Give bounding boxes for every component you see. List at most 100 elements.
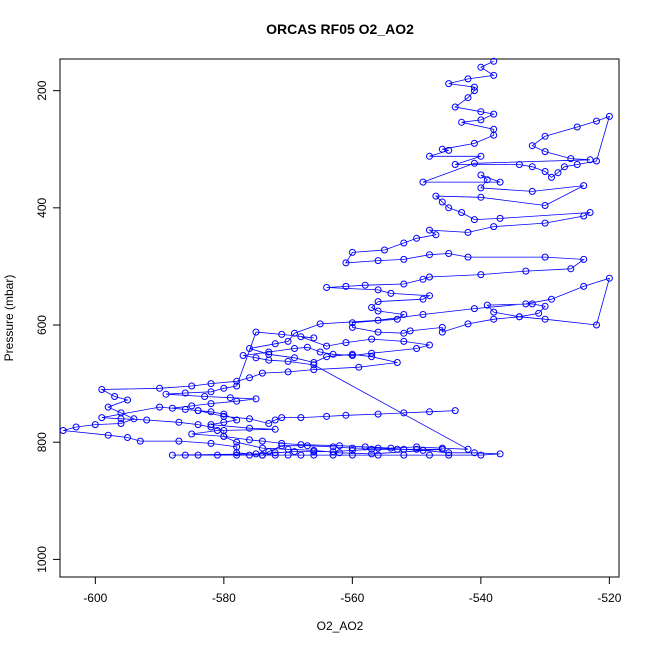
data-point bbox=[233, 397, 241, 405]
data-point bbox=[246, 451, 253, 459]
data-point bbox=[348, 451, 356, 459]
data-point bbox=[207, 439, 215, 447]
data-point bbox=[310, 359, 318, 366]
x-tick-label: -600 bbox=[83, 591, 107, 605]
data-point bbox=[265, 448, 273, 456]
data-point bbox=[59, 427, 67, 434]
data-point bbox=[207, 421, 215, 429]
data-point bbox=[490, 315, 498, 323]
data-point bbox=[310, 361, 318, 369]
data-point bbox=[400, 329, 408, 337]
data-point bbox=[593, 321, 600, 329]
data-point bbox=[310, 451, 318, 459]
data-point bbox=[400, 409, 408, 417]
data-point bbox=[329, 443, 337, 451]
data-point bbox=[91, 421, 99, 429]
data-point bbox=[374, 444, 382, 452]
data-point bbox=[220, 432, 228, 440]
data-point bbox=[490, 57, 498, 65]
series-line bbox=[63, 60, 611, 456]
plot-area bbox=[59, 57, 613, 459]
data-point bbox=[278, 414, 286, 422]
data-point bbox=[426, 408, 433, 416]
data-point bbox=[323, 353, 331, 361]
data-point bbox=[233, 451, 241, 459]
data-point bbox=[239, 352, 247, 359]
data-point bbox=[490, 131, 498, 139]
data-point bbox=[419, 275, 427, 283]
data-point bbox=[310, 366, 318, 374]
data-point bbox=[207, 388, 215, 396]
data-point bbox=[490, 223, 498, 231]
data-point bbox=[271, 416, 279, 424]
data-point bbox=[541, 302, 549, 310]
data-point bbox=[400, 451, 408, 459]
data-point bbox=[541, 202, 549, 209]
data-point bbox=[168, 404, 176, 412]
data-point bbox=[310, 446, 318, 454]
data-point bbox=[400, 255, 408, 263]
data-point bbox=[284, 357, 292, 365]
data-point bbox=[188, 430, 196, 438]
data-point bbox=[124, 434, 131, 441]
data-point bbox=[535, 309, 543, 317]
data-point bbox=[348, 323, 356, 331]
data-point bbox=[413, 445, 421, 453]
data-point bbox=[483, 176, 491, 184]
data-point bbox=[605, 274, 613, 282]
data-point bbox=[258, 369, 266, 377]
data-point bbox=[438, 328, 446, 336]
data-point bbox=[470, 449, 478, 457]
data-point bbox=[580, 212, 588, 220]
data-point bbox=[342, 339, 350, 347]
data-point bbox=[111, 393, 119, 400]
data-point bbox=[477, 451, 485, 459]
data-point bbox=[297, 451, 305, 459]
y-tick-label: 600 bbox=[35, 315, 49, 335]
data-point bbox=[374, 410, 382, 418]
data-point bbox=[374, 286, 382, 294]
data-point bbox=[438, 145, 446, 153]
data-point bbox=[490, 71, 498, 79]
data-point bbox=[348, 319, 356, 327]
data-point bbox=[554, 169, 562, 177]
x-tick-label: -580 bbox=[212, 591, 236, 605]
data-point bbox=[586, 209, 594, 216]
data-point bbox=[374, 328, 382, 336]
data-point bbox=[426, 341, 433, 349]
data-point bbox=[220, 412, 228, 420]
data-point bbox=[271, 425, 279, 433]
data-point bbox=[464, 445, 472, 453]
data-point bbox=[586, 156, 594, 164]
data-point bbox=[438, 444, 446, 452]
data-point bbox=[393, 315, 401, 323]
data-point bbox=[445, 250, 453, 257]
data-point bbox=[104, 403, 112, 411]
data-point bbox=[278, 330, 286, 338]
data-point bbox=[336, 449, 343, 457]
data-point bbox=[265, 420, 273, 427]
data-point bbox=[156, 384, 164, 392]
data-point bbox=[567, 155, 575, 163]
data-point bbox=[413, 234, 421, 242]
data-point bbox=[181, 389, 189, 397]
data-point bbox=[368, 349, 376, 357]
x-axis: -600 -580 -560 -540 -520 bbox=[83, 577, 622, 605]
data-point bbox=[477, 63, 485, 71]
data-point bbox=[580, 182, 588, 190]
data-point bbox=[406, 327, 414, 335]
data-point bbox=[445, 80, 453, 88]
data-point bbox=[323, 342, 331, 350]
data-point bbox=[374, 307, 382, 315]
data-point bbox=[368, 353, 376, 361]
data-point bbox=[348, 444, 356, 452]
data-point bbox=[252, 328, 260, 336]
data-point bbox=[541, 148, 549, 156]
data-point bbox=[233, 438, 241, 446]
data-point bbox=[470, 83, 478, 91]
data-point bbox=[297, 414, 305, 422]
data-point bbox=[291, 354, 298, 362]
data-point bbox=[393, 445, 401, 453]
data-point bbox=[323, 284, 331, 291]
